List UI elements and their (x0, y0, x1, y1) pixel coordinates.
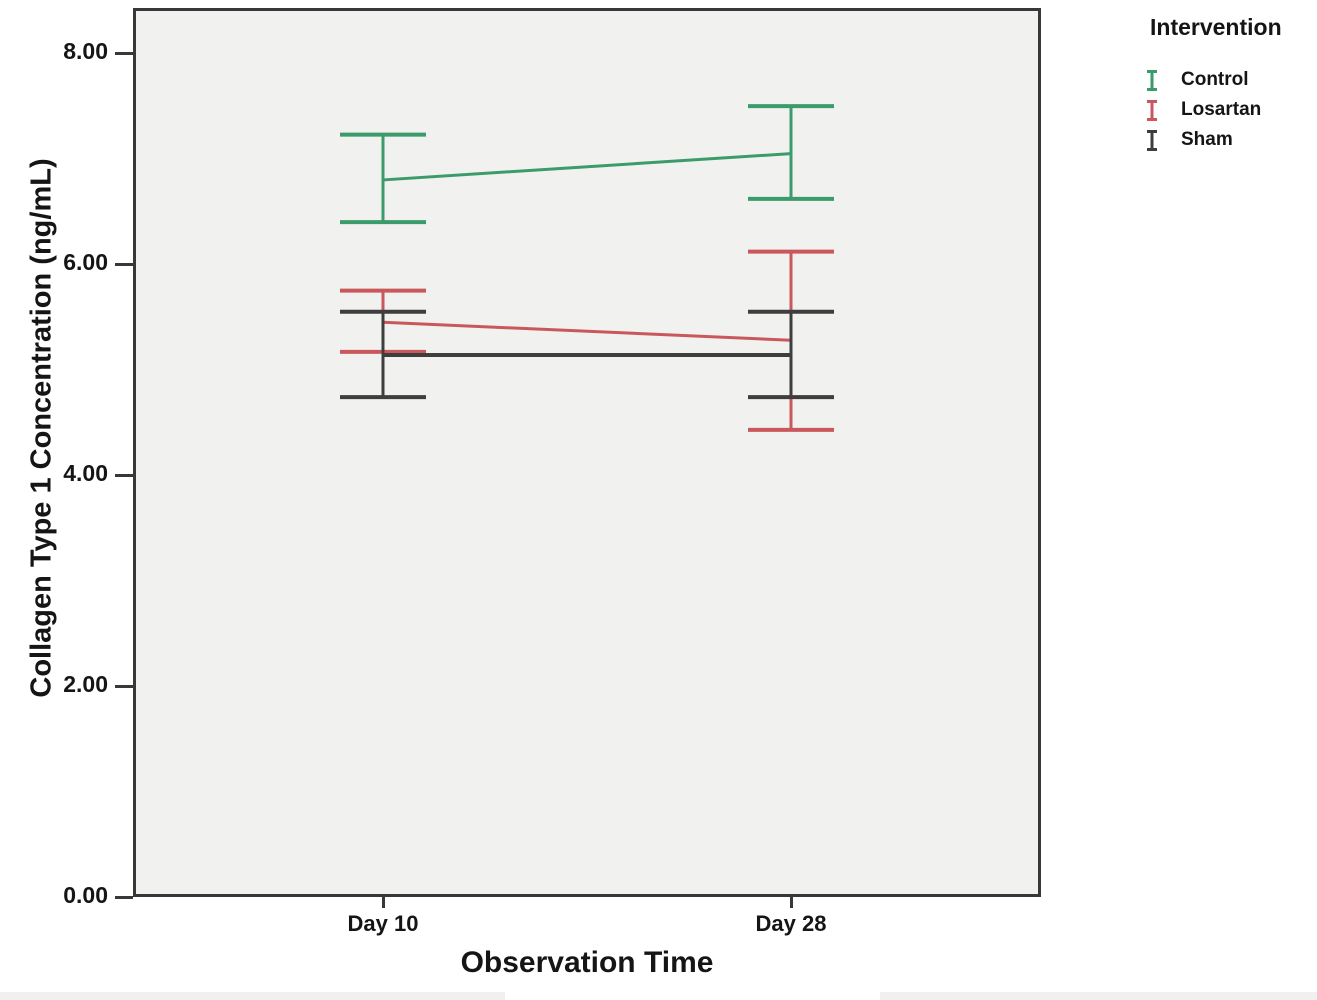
scan-artifact-right (880, 992, 1317, 1000)
y-axis-tick (115, 262, 133, 266)
scan-artifact-left (0, 992, 505, 1000)
y-tick-label: 8.00 (63, 38, 108, 65)
legend: Intervention Control Losartan S (1145, 14, 1317, 155)
legend-item-sham: Sham (1145, 125, 1317, 155)
y-tick-label: 4.00 (63, 460, 108, 487)
legend-label: Control (1181, 69, 1249, 90)
y-tick-label: 6.00 (63, 249, 108, 276)
y-axis-tick (115, 473, 133, 477)
y-axis-title: Collagen Type 1 Concentration (ng/mL) (25, 158, 58, 698)
y-tick-label: 2.00 (63, 671, 108, 698)
error-bar-icon (1147, 129, 1157, 151)
y-axis-tick (115, 684, 133, 688)
error-bar-icon (1147, 99, 1157, 121)
error-bar-icon (1147, 69, 1157, 91)
legend-label: Losartan (1181, 99, 1262, 120)
legend-title: Intervention (1150, 14, 1282, 40)
x-tick-label: Day 28 (755, 911, 827, 936)
x-axis-tick (381, 897, 385, 908)
error-bar-chart (340, 104, 834, 432)
y-tick-label: 0.00 (63, 882, 108, 908)
legend-label: Sham (1181, 129, 1233, 150)
legend-item-control: Control (1145, 65, 1317, 95)
x-axis-tick (789, 897, 793, 908)
x-axis-title: Observation Time (460, 946, 714, 979)
legend-item-losartan: Losartan (1145, 95, 1317, 125)
y-axis-tick (115, 895, 133, 899)
x-tick-label: Day 10 (347, 911, 419, 936)
y-axis-tick (115, 51, 133, 55)
plot-area (133, 8, 1041, 897)
